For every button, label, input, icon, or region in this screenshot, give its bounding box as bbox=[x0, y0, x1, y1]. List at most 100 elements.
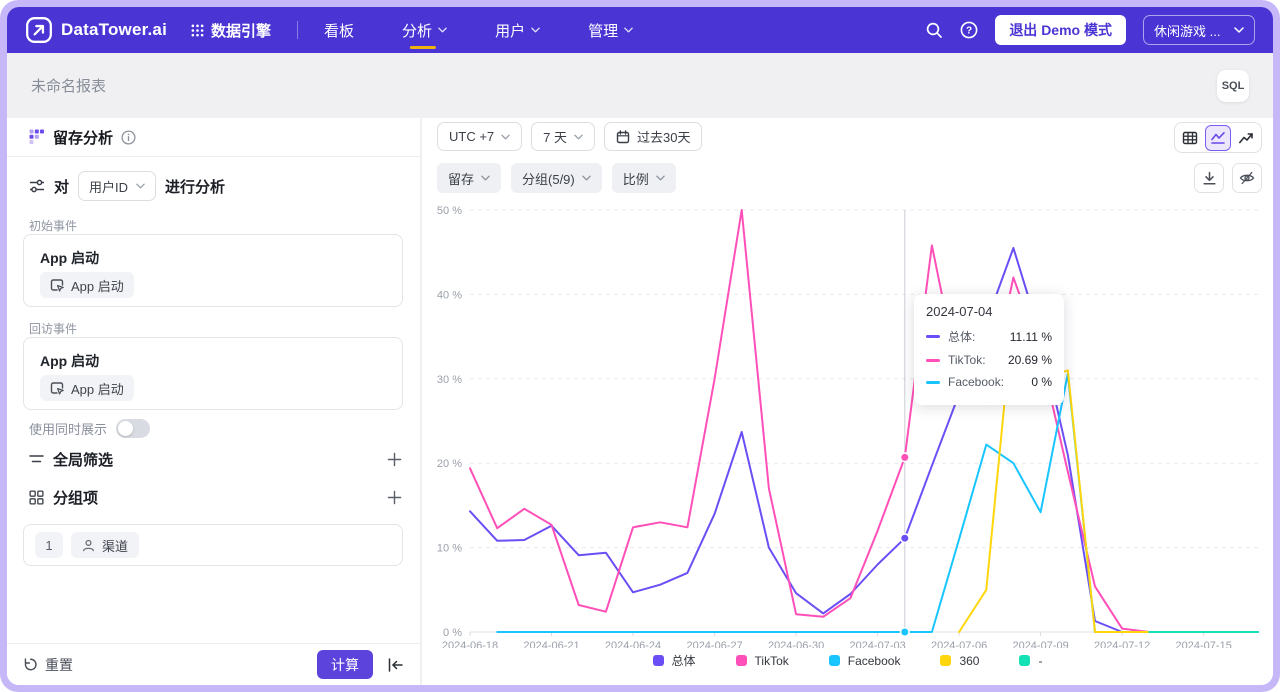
legend-swatch bbox=[940, 655, 952, 666]
filter-icon bbox=[29, 452, 44, 466]
panel-title: 留存分析 bbox=[53, 129, 114, 147]
legend-item[interactable]: - bbox=[1019, 652, 1042, 669]
info-icon[interactable] bbox=[121, 129, 136, 145]
table-view-icon[interactable] bbox=[1177, 125, 1203, 151]
group-grid-icon bbox=[29, 489, 44, 505]
chevron-down-icon bbox=[136, 183, 145, 189]
search-icon[interactable] bbox=[925, 21, 943, 39]
project-select[interactable]: 休闲游戏 ... bbox=[1143, 15, 1255, 45]
legend-swatch bbox=[828, 655, 840, 666]
initial-event-title: App 启动 bbox=[40, 250, 100, 266]
date-range-button[interactable]: 过去30天 bbox=[604, 122, 703, 151]
simultaneous-display-row: 使用同时展示 bbox=[29, 419, 151, 438]
retention-config-panel: 留存分析 对 用户ID 进行分析 bbox=[7, 118, 420, 685]
legend-item[interactable]: Facebook bbox=[828, 652, 900, 669]
legend-swatch bbox=[1019, 655, 1031, 666]
metric-chip-留存[interactable]: 留存 bbox=[437, 163, 502, 193]
tooltip-series-name: 总体: bbox=[948, 330, 976, 344]
nav-item-用户[interactable]: 用户 bbox=[495, 7, 540, 53]
initial-event-card: App 启动 App 启动 bbox=[23, 234, 403, 307]
subject-select[interactable]: 用户ID bbox=[78, 171, 157, 201]
reset-icon bbox=[23, 657, 38, 672]
line-view-icon[interactable] bbox=[1205, 124, 1231, 151]
y-tick-label: 30 % bbox=[437, 374, 462, 386]
nav-item-看板[interactable]: 看板 bbox=[324, 22, 355, 40]
legend-label: 360 bbox=[959, 653, 980, 668]
granularity-select[interactable]: 7 天 bbox=[531, 122, 595, 151]
metric-chip-分组(5/9)[interactable]: 分组(5/9) bbox=[511, 163, 602, 193]
x-tick-label: 2024-07-03 bbox=[849, 640, 905, 648]
sql-badge[interactable]: SQL bbox=[1217, 69, 1249, 102]
group-item-index[interactable]: 1 bbox=[35, 532, 63, 558]
return-event-chip[interactable]: App 启动 bbox=[40, 375, 134, 401]
legend-swatch bbox=[735, 655, 747, 666]
project-select-value: 休闲游戏 ... bbox=[1154, 23, 1221, 39]
nav-data-engine[interactable]: 数据引擎 bbox=[191, 20, 271, 41]
calculate-button[interactable]: 计算 bbox=[317, 650, 373, 679]
logo-text: DataTower.ai bbox=[61, 20, 168, 39]
metric-chip-比例[interactable]: 比例 bbox=[611, 163, 676, 193]
y-tick-label: 10 % bbox=[437, 543, 462, 555]
tooltip-row: Facebook: 0 % bbox=[926, 375, 1052, 389]
nav-item-管理[interactable]: 管理 bbox=[588, 7, 633, 53]
hover-marker-总体 bbox=[899, 533, 910, 544]
nav-data-engine-label: 数据引擎 bbox=[211, 22, 272, 40]
grid-dots-icon bbox=[191, 24, 204, 37]
x-tick-label: 2024-07-09 bbox=[1012, 640, 1068, 648]
panel-footer: 重置 计算 bbox=[7, 643, 420, 685]
trend-view-icon[interactable] bbox=[1233, 125, 1259, 151]
legend-item[interactable]: 总体 bbox=[652, 652, 696, 669]
y-tick-label: 40 % bbox=[437, 289, 462, 301]
simultaneous-display-label: 使用同时展示 bbox=[29, 422, 108, 437]
tooltip-series-dash bbox=[926, 335, 940, 338]
nav-divider bbox=[297, 21, 299, 39]
global-filter-row: 全局筛选 bbox=[29, 447, 402, 471]
collapse-left-icon[interactable] bbox=[387, 657, 404, 673]
x-tick-label: 2024-06-18 bbox=[442, 640, 498, 648]
active-underline bbox=[409, 46, 436, 49]
x-tick-label: 2024-06-27 bbox=[686, 640, 742, 648]
tooltip-series-value: 20.69 % bbox=[1007, 353, 1052, 367]
x-tick-label: 2024-07-06 bbox=[931, 640, 987, 648]
view-mode-switch bbox=[1174, 122, 1262, 153]
simultaneous-display-toggle[interactable] bbox=[116, 419, 151, 438]
add-group-button[interactable] bbox=[387, 490, 402, 505]
series-line-TikTok[interactable] bbox=[469, 209, 1259, 633]
group-item-chip[interactable]: 渠道 bbox=[71, 532, 140, 558]
download-icon[interactable] bbox=[1194, 163, 1224, 193]
hover-marker-Facebook bbox=[899, 626, 910, 638]
y-tick-label: 50 % bbox=[437, 205, 462, 217]
exit-demo-button[interactable]: 退出 Demo 模式 bbox=[995, 15, 1126, 45]
group-by-label: 分组项 bbox=[53, 489, 99, 507]
timezone-select[interactable]: UTC +7 bbox=[437, 122, 523, 151]
analyze-row: 对 用户ID 进行分析 bbox=[29, 171, 404, 201]
tooltip-series-name: TikTok: bbox=[948, 353, 986, 367]
legend-item[interactable]: 360 bbox=[940, 652, 979, 669]
return-event-card: App 启动 App 启动 bbox=[23, 337, 403, 410]
x-tick-label: 2024-06-21 bbox=[523, 640, 579, 648]
nav-item-分析[interactable]: 分析 bbox=[402, 7, 447, 53]
legend-label: 总体 bbox=[671, 654, 696, 668]
chevron-down-icon bbox=[531, 27, 540, 33]
eye-off-icon[interactable] bbox=[1232, 163, 1262, 193]
chevron-down-icon bbox=[655, 175, 665, 181]
chart-panel: UTC +7 7 天 过去30天 bbox=[422, 118, 1273, 685]
series-line-总体[interactable] bbox=[469, 247, 1259, 633]
group-by-row: 分组项 bbox=[29, 485, 402, 509]
help-icon[interactable]: ? bbox=[960, 21, 978, 39]
y-tick-label: 0 % bbox=[443, 627, 462, 639]
initial-event-chip[interactable]: App 启动 bbox=[40, 272, 134, 298]
initial-event-chip-label: App 启动 bbox=[71, 278, 124, 294]
logo[interactable]: DataTower.ai bbox=[25, 16, 167, 44]
chevron-down-icon bbox=[624, 27, 633, 33]
reset-button[interactable]: 重置 bbox=[23, 655, 73, 675]
report-title[interactable]: 未命名报表 bbox=[31, 78, 107, 95]
return-event-chip-label: App 启动 bbox=[71, 381, 124, 397]
nav-menu: 看板 分析 用户 管理 bbox=[324, 7, 681, 53]
legend-label: - bbox=[1038, 653, 1043, 668]
add-global-filter-button[interactable] bbox=[387, 452, 402, 467]
hover-marker-TikTok bbox=[899, 452, 910, 463]
retention-line-chart[interactable]: 0 % 10 % 20 % 30 % 40 % 50 % 2024-06-18 2024-06… bbox=[430, 196, 1263, 648]
group-item-chip-label: 渠道 bbox=[102, 538, 129, 554]
legend-item[interactable]: TikTok bbox=[735, 652, 789, 669]
